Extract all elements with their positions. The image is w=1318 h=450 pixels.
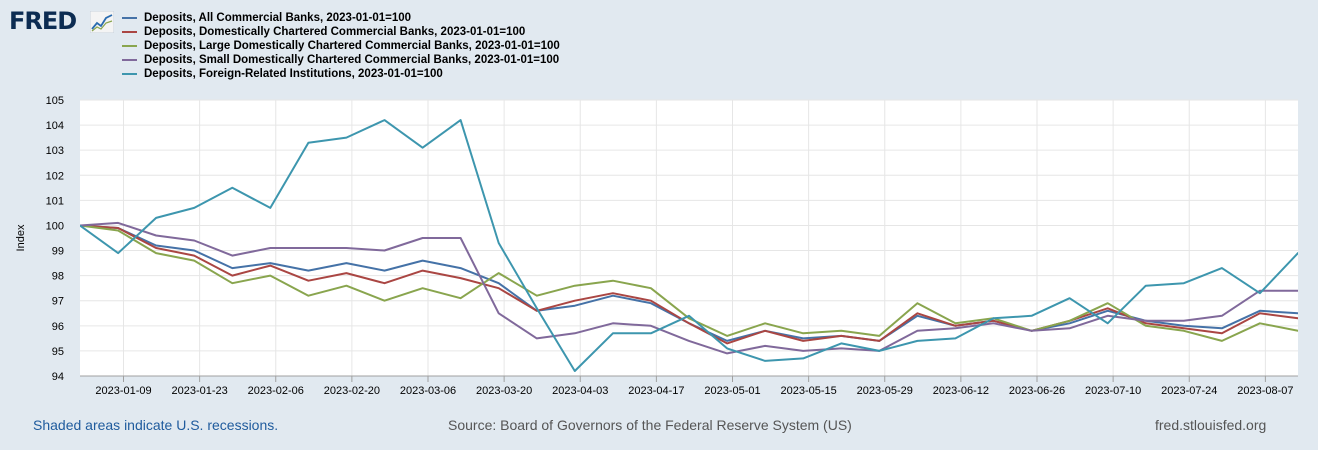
legend-label: Deposits, Small Domestically Chartered C… — [144, 54, 560, 66]
x-tick-label: 2023-04-17 — [628, 385, 684, 397]
plot-area — [80, 100, 1298, 376]
recession-note-link[interactable]: Shaded areas indicate U.S. recessions. — [33, 417, 279, 433]
source-text: Source: Board of Governors of the Federa… — [448, 417, 852, 433]
y-tick-label: 99 — [52, 246, 64, 258]
legend-label: Deposits, All Commercial Banks, 2023-01-… — [144, 12, 412, 24]
legend-label: Deposits, Foreign-Related Institutions, … — [144, 68, 443, 80]
legend-swatch — [122, 31, 137, 33]
y-tick-label: 96 — [52, 321, 64, 333]
x-tick-label: 2023-07-24 — [1161, 385, 1217, 397]
legend-label: Deposits, Large Domestically Chartered C… — [144, 40, 560, 52]
series-line-5 — [80, 119, 1298, 372]
line-chart-icon — [90, 11, 114, 33]
legend-swatch — [122, 59, 137, 61]
x-tick-label: 2023-07-10 — [1085, 385, 1141, 397]
site-link[interactable]: fred.stlouisfed.org — [1155, 417, 1267, 433]
x-tick-label: 2023-03-20 — [476, 385, 532, 397]
x-tick-label: 2023-05-15 — [780, 385, 836, 397]
y-tick-label: 98 — [52, 271, 64, 283]
y-axis-title: Index — [15, 224, 27, 251]
fred-logo-text: FRED — [9, 7, 77, 35]
x-tick-label: 2023-05-29 — [857, 385, 913, 397]
y-tick-label: 103 — [46, 145, 64, 157]
legend-label: Deposits, Domestically Chartered Commerc… — [144, 26, 526, 38]
y-tick-label: 95 — [52, 346, 64, 358]
legend-swatch — [122, 45, 137, 47]
x-tick-label: 2023-08-07 — [1237, 385, 1293, 397]
x-tick-label: 2023-03-06 — [400, 385, 456, 397]
legend-swatch — [122, 73, 137, 75]
fred-logo[interactable]: FRED — [9, 7, 117, 35]
x-tick-label: 2023-01-09 — [95, 385, 151, 397]
x-tick-label: 2023-06-12 — [933, 385, 989, 397]
x-tick-label: 2023-06-26 — [1009, 385, 1065, 397]
y-tick-label: 104 — [46, 120, 64, 132]
x-tick-label: 2023-02-06 — [248, 385, 304, 397]
series-line-3 — [80, 224, 1298, 342]
x-tick-label: 2023-04-03 — [552, 385, 608, 397]
y-tick-label: 94 — [52, 371, 64, 383]
series-line-4 — [80, 221, 1298, 355]
x-tick-label: 2023-02-20 — [324, 385, 380, 397]
y-tick-label: 105 — [46, 95, 64, 107]
y-tick-label: 97 — [52, 296, 64, 308]
y-tick-label: 100 — [46, 220, 64, 232]
y-tick-label: 102 — [46, 170, 64, 182]
y-tick-label: 101 — [46, 195, 64, 207]
x-tick-label: 2023-05-01 — [704, 385, 760, 397]
legend-swatch — [122, 17, 137, 19]
x-tick-label: 2023-01-23 — [171, 385, 227, 397]
